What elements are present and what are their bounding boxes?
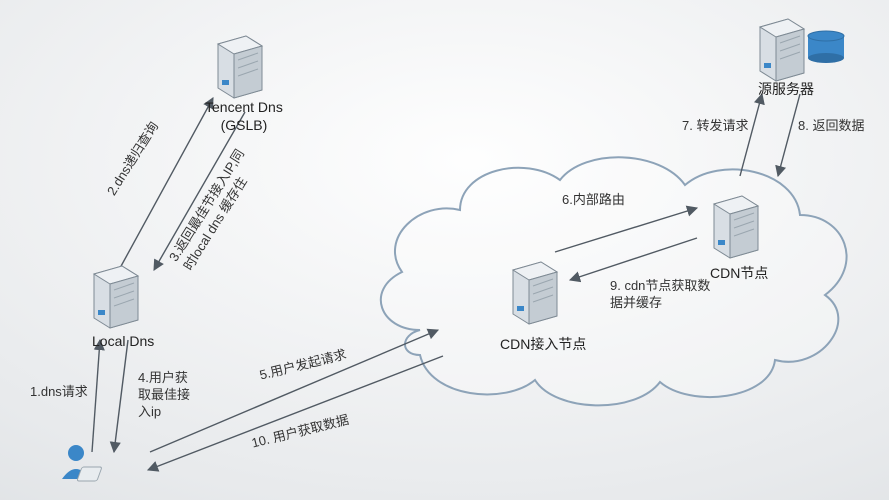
edge-6: 6.内部路由 [562, 192, 625, 209]
label-tencent-dns: Tencent Dns (GSLB) [205, 98, 283, 134]
edge-7: 7. 转发请求 [682, 118, 748, 135]
edge-1: 1.dns请求 [30, 384, 88, 401]
edge-9: 9. cdn节点获取数 据并缓存 [610, 278, 710, 312]
label-cdn-node: CDN节点 [710, 264, 768, 282]
edge-4: 4.用户获 取最佳接 入ip [138, 370, 190, 421]
edge-8: 8. 返回数据 [798, 118, 864, 135]
label-local-dns: Local Dns [92, 332, 154, 350]
cloud-shape [0, 0, 889, 500]
label-cdn-access: CDN接入节点 [500, 335, 586, 353]
label-origin: 源服务器 [758, 80, 814, 98]
